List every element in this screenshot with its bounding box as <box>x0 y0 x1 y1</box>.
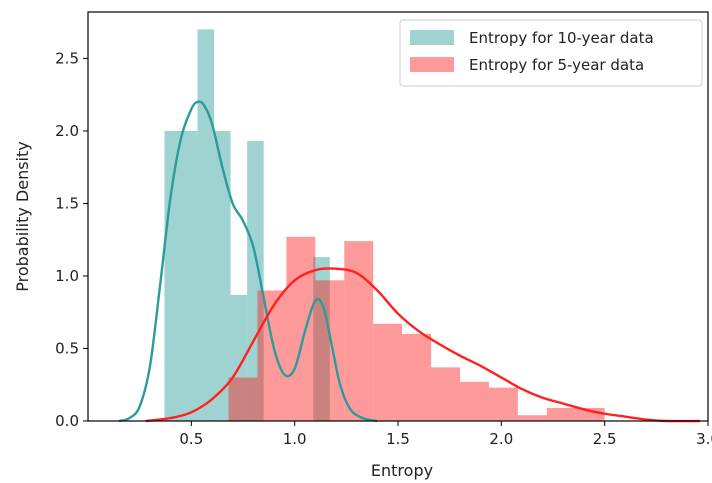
histogram-bar <box>181 130 198 421</box>
y-tick-label: 0.5 <box>55 339 79 357</box>
plot-area <box>118 29 700 423</box>
histogram-bar <box>230 294 248 421</box>
histogram-bar <box>517 415 547 421</box>
legend-label-10-year: Entropy for 10-year data <box>469 29 654 47</box>
legend-label-5-year: Entropy for 5-year data <box>469 56 644 74</box>
histogram-bar <box>257 290 287 421</box>
histogram-bar <box>546 407 576 421</box>
kde-line-series-0 <box>118 100 378 423</box>
y-tick-label: 1.5 <box>55 194 79 212</box>
x-tick-label: 2.5 <box>593 430 617 448</box>
histogram-bar <box>431 367 460 421</box>
histogram-bar <box>286 236 316 421</box>
y-tick-label: 0.0 <box>55 412 79 430</box>
legend: Entropy for 10-year data Entropy for 5-y… <box>399 19 703 87</box>
x-tick-label: 1.5 <box>386 430 410 448</box>
histogram-bar <box>228 377 258 421</box>
x-tick-label: 2.0 <box>489 430 513 448</box>
x-tick-label: 3.0 <box>696 430 712 448</box>
kde-line-series-1 <box>145 267 700 423</box>
histogram-bar <box>344 241 374 421</box>
histogram-bar <box>247 141 264 422</box>
histogram-bar <box>164 130 181 421</box>
histogram-bar <box>488 387 518 421</box>
y-tick-label: 2.0 <box>55 122 79 140</box>
axis-ticks: 0.5 1.0 1.5 2.0 2.5 3.0 0.0 0.5 1.0 1.5 2.0 2.5 <box>55 49 712 448</box>
x-tick-label: 0.5 <box>179 430 203 448</box>
histogram-bar <box>315 280 345 421</box>
y-tick-label: 2.5 <box>55 49 79 67</box>
histogram-series-1 <box>228 236 605 421</box>
histogram-bar <box>460 381 489 421</box>
histogram-series-0 <box>164 29 330 422</box>
legend-swatch-10-year <box>410 30 454 45</box>
y-tick-label: 1.0 <box>55 267 79 285</box>
legend-box <box>399 19 703 87</box>
histogram-bar <box>402 333 432 421</box>
y-axis-label: Probability Density <box>13 141 32 292</box>
histogram-bar <box>214 130 231 421</box>
x-tick-label: 1.0 <box>283 430 307 448</box>
histogram-bar <box>197 29 215 421</box>
legend-swatch-5-year <box>410 57 454 72</box>
x-axis-label: Entropy <box>371 461 433 480</box>
histogram-bar <box>373 323 403 421</box>
